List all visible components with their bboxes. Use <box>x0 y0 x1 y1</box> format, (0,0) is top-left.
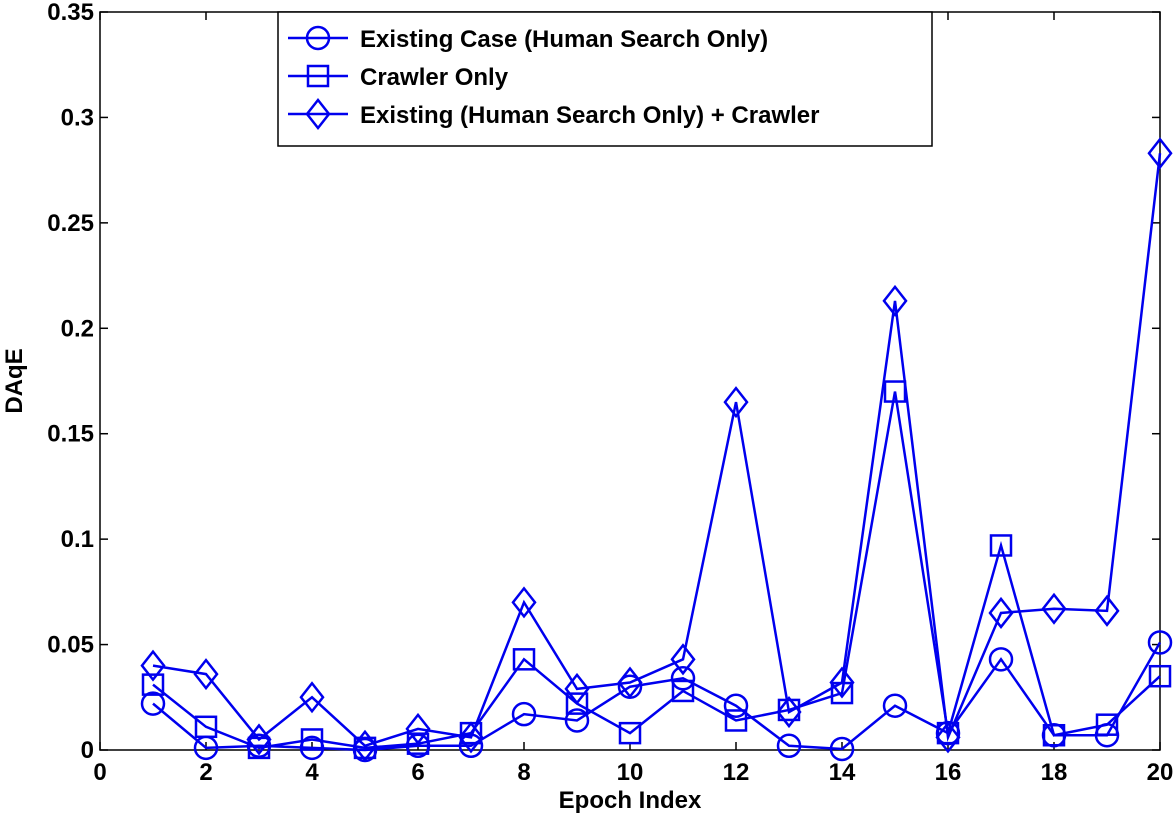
marker <box>352 729 378 762</box>
marker <box>776 733 802 759</box>
marker <box>405 712 431 745</box>
x-axis-label: Epoch Index <box>559 787 702 814</box>
marker <box>829 666 855 699</box>
x-tick-label: 0 <box>93 759 106 786</box>
marker <box>723 386 749 419</box>
marker <box>723 693 749 718</box>
marker <box>1094 594 1120 627</box>
marker <box>988 647 1014 672</box>
y-tick-label: 0.25 <box>47 210 94 237</box>
marker <box>882 693 908 718</box>
legend: Existing Case (Human Search Only) Crawler… <box>277 11 933 147</box>
marker <box>829 736 855 762</box>
marker <box>512 648 536 671</box>
y-tick-label: 0 <box>81 737 94 764</box>
x-tick-label: 2 <box>199 759 212 786</box>
marker <box>564 708 590 733</box>
legend-label: Crawler Only <box>360 64 509 91</box>
marker <box>406 732 430 755</box>
x-tick-label: 16 <box>935 759 962 786</box>
marker <box>1042 723 1066 747</box>
marker <box>724 709 748 732</box>
marker <box>140 691 166 716</box>
marker <box>1041 592 1067 625</box>
x-tick-label: 8 <box>517 759 530 786</box>
y-tick-label: 0.15 <box>47 421 94 448</box>
y-tick-label: 0.05 <box>47 632 94 659</box>
marker <box>882 284 908 317</box>
marker <box>141 673 165 696</box>
marker <box>458 721 484 754</box>
marker <box>1147 137 1173 170</box>
marker <box>305 97 331 131</box>
marker <box>246 723 272 756</box>
marker <box>670 666 696 691</box>
x-tick-label: 14 <box>829 759 856 786</box>
y-tick-label: 0.35 <box>47 0 94 26</box>
x-tick-label: 12 <box>723 759 750 786</box>
marker <box>299 681 325 714</box>
marker <box>511 701 537 727</box>
y-tick-label: 0.1 <box>61 526 94 553</box>
marker <box>1095 713 1119 736</box>
legend-label: Existing Case (Human Search Only) <box>360 26 768 53</box>
marker <box>671 679 695 703</box>
y-tick-label: 0.3 <box>61 104 94 131</box>
marker <box>1148 664 1172 688</box>
x-tick-label: 10 <box>617 759 644 786</box>
series-line <box>152 153 1162 748</box>
x-tick-label: 18 <box>1041 759 1068 786</box>
marker <box>140 649 166 682</box>
x-tick-label: 6 <box>411 759 424 786</box>
marker <box>776 696 802 729</box>
legend-box <box>277 11 933 147</box>
marker <box>511 586 537 619</box>
marker <box>564 672 590 705</box>
marker <box>300 728 324 751</box>
marker <box>194 715 218 739</box>
marker <box>565 692 589 715</box>
legend-label: Existing (Human Search Only) + Crawler <box>360 102 819 129</box>
x-tick-label: 4 <box>305 759 319 786</box>
marker <box>670 643 696 676</box>
marker <box>935 721 961 754</box>
marker <box>617 666 643 699</box>
marker <box>306 64 330 88</box>
marker <box>193 658 219 691</box>
marker <box>1147 630 1173 655</box>
x-tick-label: 20 <box>1147 759 1174 786</box>
y-axis-label: DAqE <box>1 348 28 413</box>
y-tick-label: 0.2 <box>61 315 94 342</box>
marker <box>989 534 1013 557</box>
marker <box>305 25 331 51</box>
marker <box>618 721 642 745</box>
marker <box>988 596 1014 629</box>
